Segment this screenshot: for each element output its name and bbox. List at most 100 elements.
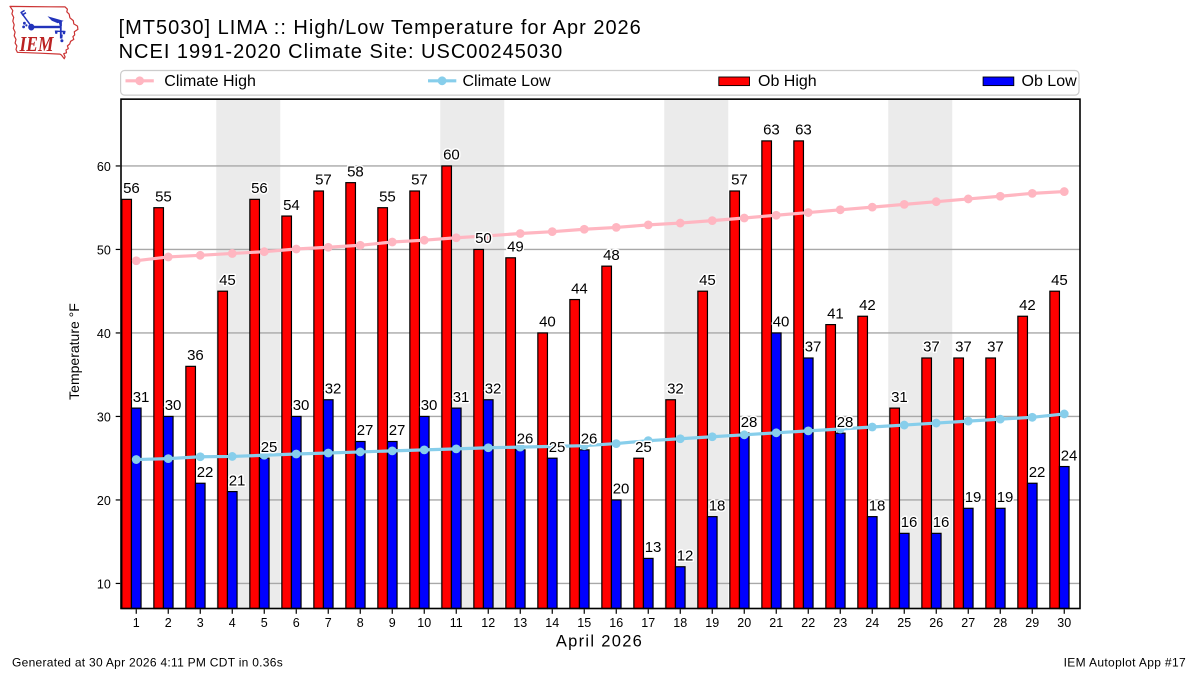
svg-text:56: 56 bbox=[123, 180, 140, 197]
svg-text:[MT5030] LIMA :: High/Low Temp: [MT5030] LIMA :: High/Low Temperature fo… bbox=[119, 17, 642, 39]
svg-text:50: 50 bbox=[475, 230, 492, 247]
svg-text:26: 26 bbox=[581, 431, 598, 448]
svg-text:31: 31 bbox=[133, 389, 150, 406]
svg-text:55: 55 bbox=[155, 188, 172, 205]
svg-text:18: 18 bbox=[869, 497, 886, 514]
svg-text:21: 21 bbox=[769, 616, 783, 630]
svg-text:19: 19 bbox=[997, 489, 1014, 506]
svg-text:25: 25 bbox=[549, 439, 566, 456]
svg-text:32: 32 bbox=[325, 380, 342, 397]
svg-text:10: 10 bbox=[97, 577, 111, 591]
svg-text:18: 18 bbox=[709, 497, 726, 514]
svg-text:Temperature °F: Temperature °F bbox=[66, 303, 82, 400]
svg-text:60: 60 bbox=[97, 160, 111, 174]
svg-text:30: 30 bbox=[293, 397, 310, 414]
svg-text:40: 40 bbox=[97, 327, 111, 341]
svg-text:29: 29 bbox=[1025, 616, 1039, 630]
svg-text:April 2026: April 2026 bbox=[556, 633, 643, 651]
svg-text:21: 21 bbox=[229, 472, 246, 489]
svg-text:22: 22 bbox=[197, 464, 214, 481]
svg-text:20: 20 bbox=[737, 616, 751, 630]
svg-text:12: 12 bbox=[677, 547, 694, 564]
svg-text:9: 9 bbox=[389, 616, 396, 630]
svg-text:63: 63 bbox=[763, 122, 780, 139]
svg-text:42: 42 bbox=[859, 297, 876, 314]
svg-text:17: 17 bbox=[641, 616, 655, 630]
svg-text:22: 22 bbox=[801, 616, 815, 630]
svg-text:36: 36 bbox=[187, 347, 204, 364]
svg-text:50: 50 bbox=[97, 243, 111, 257]
svg-text:3: 3 bbox=[197, 616, 204, 630]
svg-text:16: 16 bbox=[933, 514, 950, 531]
svg-text:18: 18 bbox=[673, 616, 687, 630]
svg-text:6: 6 bbox=[293, 616, 300, 630]
svg-text:Ob Low: Ob Low bbox=[1022, 73, 1078, 90]
svg-text:27: 27 bbox=[961, 616, 975, 630]
svg-text:27: 27 bbox=[389, 422, 406, 439]
svg-text:31: 31 bbox=[891, 389, 908, 406]
svg-text:14: 14 bbox=[545, 616, 559, 630]
svg-text:55: 55 bbox=[379, 188, 396, 205]
svg-text:37: 37 bbox=[923, 339, 940, 356]
svg-text:20: 20 bbox=[613, 481, 630, 498]
svg-text:30: 30 bbox=[1057, 616, 1071, 630]
svg-text:30: 30 bbox=[421, 397, 438, 414]
svg-text:13: 13 bbox=[645, 539, 662, 556]
svg-text:63: 63 bbox=[795, 122, 812, 139]
svg-text:56: 56 bbox=[251, 180, 268, 197]
svg-text:26: 26 bbox=[929, 616, 943, 630]
svg-text:40: 40 bbox=[539, 314, 556, 331]
svg-text:40: 40 bbox=[773, 314, 790, 331]
svg-text:48: 48 bbox=[603, 247, 620, 264]
svg-text:19: 19 bbox=[965, 489, 982, 506]
svg-text:2: 2 bbox=[165, 616, 172, 630]
svg-text:58: 58 bbox=[347, 163, 364, 180]
svg-text:37: 37 bbox=[955, 339, 972, 356]
svg-text:57: 57 bbox=[315, 172, 332, 189]
svg-text:57: 57 bbox=[411, 172, 428, 189]
svg-text:22: 22 bbox=[1029, 464, 1046, 481]
svg-text:NCEI 1991-2020 Climate Site: U: NCEI 1991-2020 Climate Site: USC00245030 bbox=[119, 41, 564, 63]
svg-text:IEM: IEM bbox=[19, 32, 55, 56]
svg-text:8: 8 bbox=[357, 616, 364, 630]
svg-text:Climate Low: Climate Low bbox=[463, 73, 551, 90]
svg-text:30: 30 bbox=[165, 397, 182, 414]
svg-text:26: 26 bbox=[517, 431, 534, 448]
svg-text:25: 25 bbox=[897, 616, 911, 630]
svg-text:20: 20 bbox=[97, 494, 111, 508]
svg-text:Climate High: Climate High bbox=[164, 73, 256, 90]
svg-text:27: 27 bbox=[357, 422, 374, 439]
svg-text:45: 45 bbox=[219, 272, 236, 289]
svg-text:32: 32 bbox=[485, 380, 502, 397]
svg-text:37: 37 bbox=[805, 339, 822, 356]
svg-text:23: 23 bbox=[833, 616, 847, 630]
svg-text:19: 19 bbox=[705, 616, 719, 630]
svg-text:IEM Autoplot App #17: IEM Autoplot App #17 bbox=[1064, 656, 1186, 670]
svg-text:7: 7 bbox=[325, 616, 332, 630]
svg-text:54: 54 bbox=[283, 197, 300, 214]
svg-text:Generated at 30 Apr 2026 4:11: Generated at 30 Apr 2026 4:11 PM CDT in … bbox=[12, 656, 283, 670]
svg-text:60: 60 bbox=[443, 147, 460, 164]
svg-text:24: 24 bbox=[1061, 447, 1078, 464]
svg-text:30: 30 bbox=[97, 410, 111, 424]
svg-text:5: 5 bbox=[261, 616, 268, 630]
svg-text:13: 13 bbox=[513, 616, 527, 630]
svg-text:45: 45 bbox=[1051, 272, 1068, 289]
svg-text:1: 1 bbox=[133, 616, 140, 630]
svg-text:49: 49 bbox=[507, 239, 524, 256]
svg-text:25: 25 bbox=[261, 439, 278, 456]
svg-text:28: 28 bbox=[741, 414, 758, 431]
svg-text:31: 31 bbox=[453, 389, 470, 406]
svg-text:28: 28 bbox=[993, 616, 1007, 630]
svg-text:16: 16 bbox=[901, 514, 918, 531]
svg-text:41: 41 bbox=[827, 305, 844, 322]
svg-text:37: 37 bbox=[987, 339, 1004, 356]
svg-text:57: 57 bbox=[731, 172, 748, 189]
svg-text:24: 24 bbox=[865, 616, 879, 630]
svg-text:16: 16 bbox=[609, 616, 623, 630]
svg-text:32: 32 bbox=[667, 380, 684, 397]
svg-text:12: 12 bbox=[481, 616, 495, 630]
svg-text:25: 25 bbox=[635, 439, 652, 456]
svg-text:42: 42 bbox=[1019, 297, 1036, 314]
svg-text:10: 10 bbox=[417, 616, 431, 630]
